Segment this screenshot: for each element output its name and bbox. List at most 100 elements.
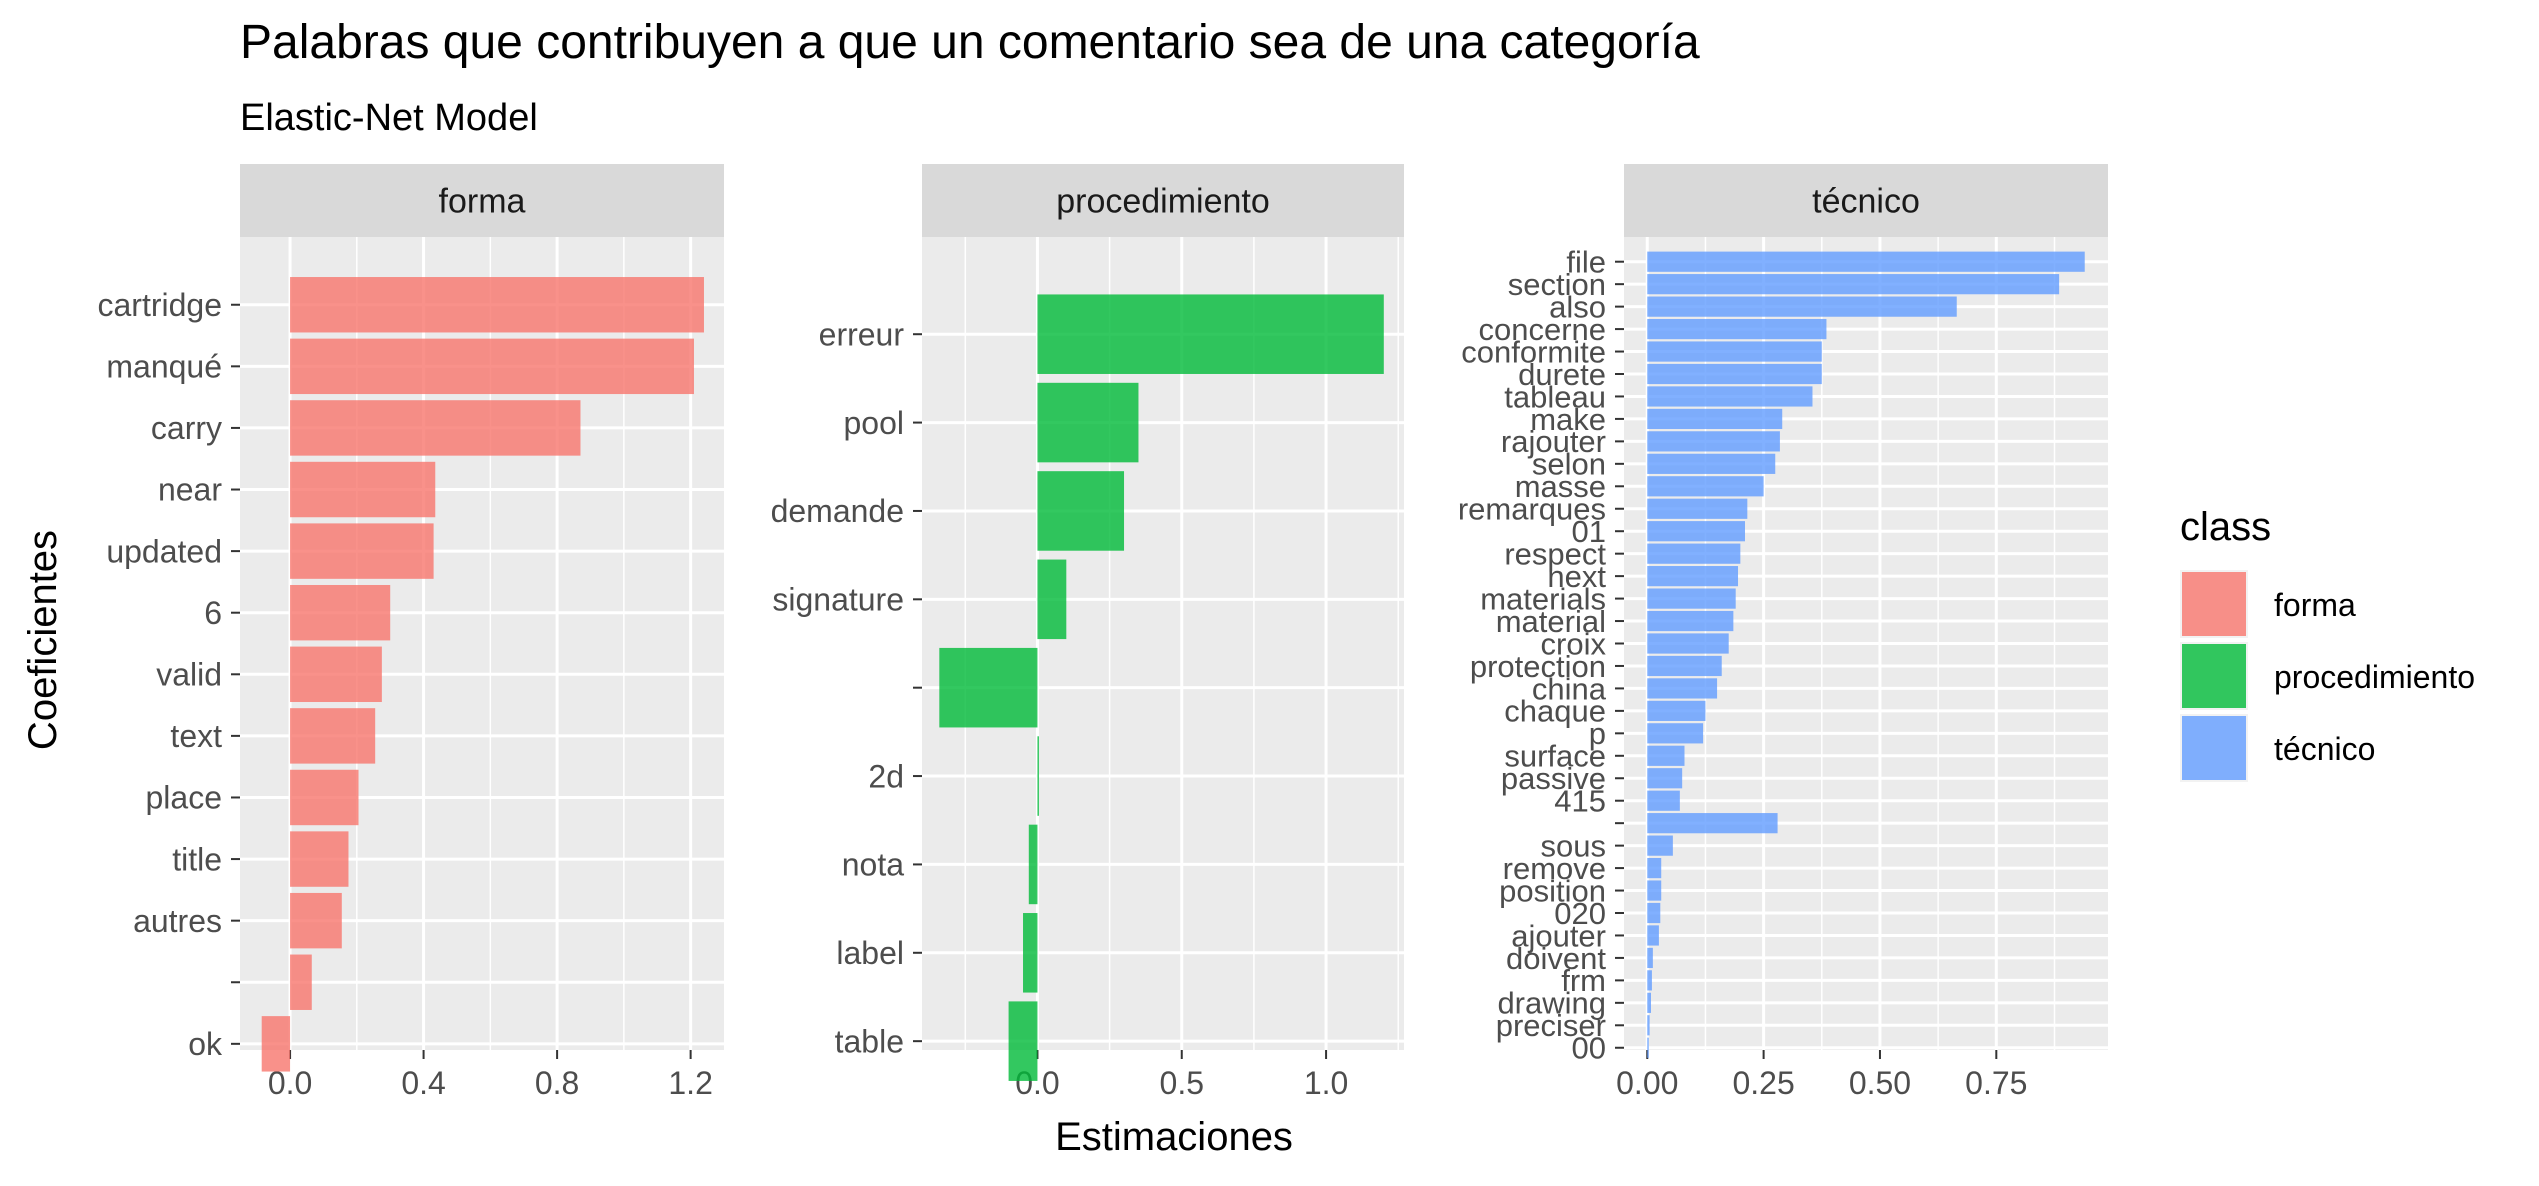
x-tick-label: 0.4 xyxy=(401,1065,445,1101)
y-tick-label: erreur xyxy=(819,316,905,352)
y-tick-label: selon xyxy=(1532,447,1606,482)
y-tick-label: position xyxy=(1499,873,1606,908)
y-tick-label: valid xyxy=(156,656,222,692)
bar xyxy=(290,523,434,579)
facet-strip-label: procedimiento xyxy=(1056,183,1270,221)
y-tick-label: label xyxy=(836,935,904,971)
x-tick-label: 0.25 xyxy=(1732,1065,1794,1101)
bar xyxy=(290,461,436,518)
bar xyxy=(1647,610,1734,632)
bar xyxy=(1647,431,1780,452)
y-tick-label: make xyxy=(1530,402,1606,437)
x-tick-label: 0.75 xyxy=(1965,1065,2027,1101)
bar xyxy=(290,831,349,887)
x-tick-label: 0.50 xyxy=(1849,1065,1911,1101)
y-tick-label: table xyxy=(835,1023,904,1059)
facet-strip-label: forma xyxy=(439,183,526,221)
bar xyxy=(1647,970,1652,991)
y-tick-label: rajouter xyxy=(1501,424,1606,459)
bar xyxy=(1647,1015,1650,1036)
bar xyxy=(1647,588,1736,609)
y-tick-label: autres xyxy=(133,903,222,939)
y-tick-label: 020 xyxy=(1554,896,1606,931)
legend-swatch xyxy=(2182,644,2246,708)
bar xyxy=(1008,1001,1038,1081)
x-tick-label: 1.0 xyxy=(1304,1065,1348,1101)
bar xyxy=(1647,902,1661,924)
bar xyxy=(1647,633,1729,654)
y-tick-label: updated xyxy=(106,533,222,569)
y-tick-label: passive xyxy=(1501,761,1606,796)
y-tick-label: section xyxy=(1508,267,1606,302)
y-tick-label: remarques xyxy=(1458,492,1606,527)
y-axis-title: Coeficientes xyxy=(21,530,65,750)
y-tick-label: text xyxy=(170,718,222,754)
legend-title: class xyxy=(2180,505,2271,549)
bar xyxy=(1647,296,1957,317)
bar xyxy=(1037,736,1039,816)
y-tick-label: preciser xyxy=(1496,1008,1606,1043)
bar xyxy=(1647,880,1662,901)
bar xyxy=(1647,476,1764,497)
y-tick-label: china xyxy=(1532,671,1607,706)
bar xyxy=(1647,835,1673,856)
y-tick-label: 01 xyxy=(1572,514,1606,549)
bar xyxy=(290,769,359,826)
y-tick-label: surface xyxy=(1504,739,1606,774)
y-tick-label: carry xyxy=(151,410,222,446)
bar xyxy=(1647,768,1683,789)
y-tick-label: protection xyxy=(1470,649,1606,684)
bar xyxy=(1647,745,1685,766)
bar xyxy=(290,954,312,1010)
bar xyxy=(1647,386,1813,407)
bar xyxy=(290,338,694,395)
bar xyxy=(1037,559,1067,640)
bar xyxy=(290,708,376,764)
x-axis-title: Estimaciones xyxy=(1055,1115,1293,1159)
y-tick-label: conformite xyxy=(1461,334,1606,369)
x-tick-label: 0.5 xyxy=(1160,1065,1204,1101)
y-tick-label: also xyxy=(1549,289,1606,324)
y-tick-label: doivent xyxy=(1506,941,1606,976)
y-tick-label: demande xyxy=(771,493,904,529)
bar xyxy=(1647,453,1776,474)
y-tick-label: frm xyxy=(1561,963,1606,998)
bar xyxy=(290,892,342,949)
bar xyxy=(1028,824,1038,905)
bar xyxy=(1647,947,1653,969)
y-tick-label: ok xyxy=(188,1026,223,1062)
y-tick-label: 2d xyxy=(868,758,904,794)
y-tick-label: manqué xyxy=(106,349,222,385)
y-tick-label: material xyxy=(1496,604,1606,639)
legend-swatch xyxy=(2182,716,2246,780)
legend: class forma procedimiento técnico xyxy=(2180,505,2475,782)
bar xyxy=(1647,318,1827,340)
bar xyxy=(290,277,704,333)
bar xyxy=(1647,274,2060,295)
facet-strip-label: técnico xyxy=(1812,183,1920,221)
chart-subtitle: Elastic-Net Model xyxy=(240,97,538,139)
facet-strip xyxy=(1624,164,2108,237)
y-tick-label: near xyxy=(158,472,222,508)
bar xyxy=(1647,363,1822,385)
bar xyxy=(1647,566,1739,587)
y-tick-label: place xyxy=(146,780,223,816)
bar xyxy=(290,584,391,641)
y-tick-label: remove xyxy=(1503,851,1606,886)
y-tick-label: tableau xyxy=(1504,379,1606,414)
bar xyxy=(1037,382,1139,463)
bar xyxy=(261,1016,291,1072)
bar xyxy=(1647,723,1704,744)
bar xyxy=(1023,913,1038,993)
y-tick-label: next xyxy=(1547,559,1606,594)
y-tick-label: sous xyxy=(1541,828,1606,863)
y-tick-label: concerne xyxy=(1478,312,1606,347)
bar xyxy=(939,647,1038,728)
bar xyxy=(1647,992,1651,1013)
bar xyxy=(1647,408,1783,430)
facet-strip xyxy=(922,164,1404,237)
y-tick-label: signature xyxy=(772,582,904,618)
